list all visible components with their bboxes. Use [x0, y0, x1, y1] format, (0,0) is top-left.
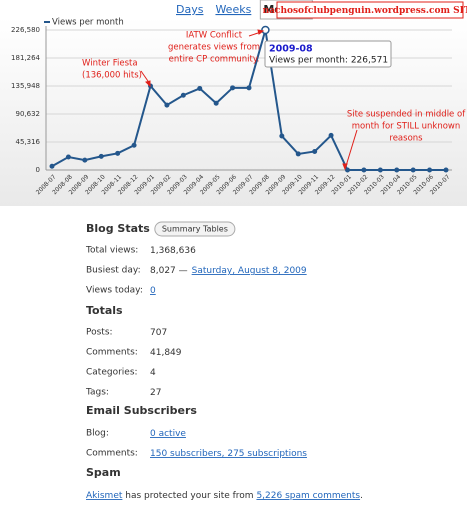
annotation: Site suspended in middle of: [347, 110, 466, 120]
data-point: [279, 133, 285, 139]
tab[interactable]: Days: [176, 3, 204, 16]
y-tick-label: 90,632: [16, 110, 41, 118]
data-point: [328, 132, 334, 138]
row-value: 41,849: [150, 348, 182, 358]
data-point: [98, 153, 104, 159]
row-value: 8,027 — Saturday, August 8, 2009: [150, 266, 307, 276]
data-point: [295, 151, 301, 157]
tab[interactable]: Weeks: [215, 3, 251, 16]
link[interactable]: 0 active: [150, 429, 186, 439]
annotation: entire CP community.: [169, 55, 260, 65]
row-value: 150 subscribers, 275 subscriptions: [150, 449, 307, 459]
annotation: (136,000 hits): [82, 71, 142, 81]
data-point: [213, 100, 219, 106]
data-point: [410, 167, 416, 173]
summary-button-label[interactable]: Summary Tables: [162, 225, 228, 234]
row-value: 27: [150, 388, 161, 398]
annotation: month for STILL unknown: [352, 122, 461, 132]
value: 27: [150, 388, 161, 398]
data-point: [197, 85, 203, 91]
link[interactable]: Saturday, August 8, 2009: [192, 266, 307, 276]
tooltip-title: 2009-08: [269, 44, 313, 55]
data-point: [394, 167, 400, 173]
row-label: Categories:: [86, 368, 138, 378]
y-tick-label: 135,948: [11, 82, 40, 90]
row-label: Comments:: [86, 449, 138, 459]
y-tick-label: 226,580: [11, 26, 40, 34]
legend-label: Views per month: [52, 18, 124, 28]
data-point: [230, 85, 236, 91]
data-point: [246, 85, 252, 91]
value: 8,027 —: [150, 266, 188, 276]
value: 1,368,636: [150, 246, 196, 256]
data-point: [345, 167, 350, 173]
data-point: [312, 148, 318, 154]
row-label: Blog:: [86, 429, 109, 439]
y-tick-label: 181,264: [11, 54, 40, 62]
annotation: IATW Conflict: [186, 31, 243, 41]
data-point: [377, 167, 383, 173]
site-label: nachosofclubpenguin.wordpress.com SITE: [263, 6, 467, 16]
annotation: generates views from: [168, 43, 260, 53]
row-label: Views today:: [86, 286, 143, 296]
row-label: Busiest day:: [86, 266, 141, 276]
row-label: Posts:: [86, 328, 113, 338]
link[interactable]: 0: [150, 286, 156, 296]
row-value: 4: [150, 368, 156, 378]
data-point: [361, 167, 367, 173]
text: .: [360, 491, 363, 501]
annotation: reasons: [389, 134, 423, 144]
summary-button[interactable]: [154, 221, 236, 237]
data-point: [164, 102, 170, 108]
row-value: 1,368,636: [150, 246, 196, 256]
annotation: Winter Fiesta: [82, 59, 138, 69]
row-value: 0: [150, 286, 156, 296]
section-heading: Totals: [86, 304, 123, 317]
row-label: Comments:: [86, 348, 138, 358]
value: 4: [150, 368, 156, 378]
annotation-arrows: [140, 29, 358, 171]
y-tick-label: 45,316: [16, 138, 41, 146]
section-heading: Spam: [86, 466, 121, 479]
row-value: 707: [150, 328, 167, 338]
data-point: [443, 167, 449, 173]
value: 707: [150, 328, 167, 338]
data-point: [427, 167, 433, 173]
link[interactable]: 5,226 spam comments: [256, 491, 360, 501]
row-value: 0 active: [150, 429, 186, 439]
section-heading: Email Subscribers: [86, 404, 197, 417]
data-point: [65, 154, 71, 160]
tooltip-text: Views per month: 226,571: [269, 56, 388, 66]
data-point: [82, 157, 88, 163]
row-label: Tags:: [85, 388, 109, 398]
data-point: [49, 163, 55, 169]
data-point: [261, 25, 270, 35]
data-point: [115, 150, 121, 156]
spam-sentence: Akismet has protected your site from 5,2…: [86, 491, 363, 501]
text: has protected your site from: [122, 491, 256, 501]
section-heading: Blog Stats: [86, 222, 150, 235]
row-label: Total views:: [85, 246, 138, 256]
data-point: [131, 142, 137, 148]
value: 41,849: [150, 348, 182, 358]
site-label-box: [276, 1, 464, 19]
tooltip-box: [264, 40, 392, 68]
link[interactable]: 150 subscribers, 275 subscriptions: [150, 449, 307, 459]
y-tick-label: 0: [36, 166, 40, 174]
data-point: [180, 92, 186, 98]
link[interactable]: Akismet: [86, 491, 123, 501]
